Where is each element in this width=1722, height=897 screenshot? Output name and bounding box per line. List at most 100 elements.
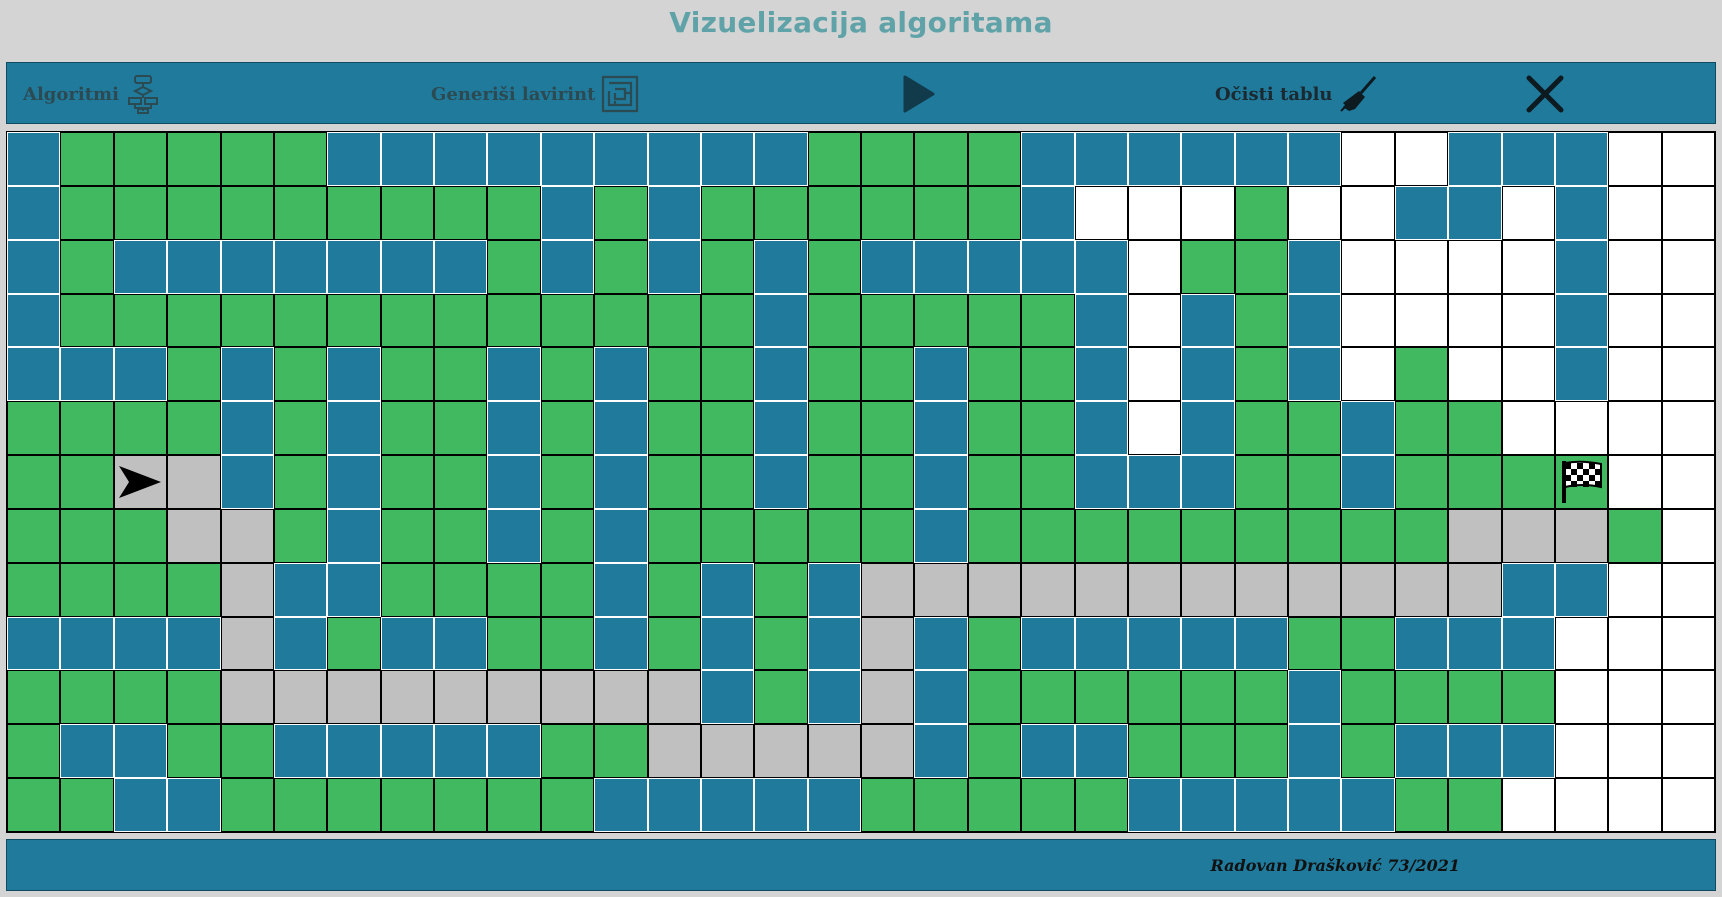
grid-cell-wall[interactable] — [487, 455, 541, 509]
grid-cell-visited[interactable] — [1021, 778, 1075, 832]
grid-cell-empty[interactable] — [1661, 132, 1715, 186]
grid-cell-wall[interactable] — [1288, 239, 1342, 294]
grid-cell-wall[interactable] — [1074, 239, 1128, 294]
grid-cell-wall[interactable] — [380, 132, 434, 186]
grid-cell-wall[interactable] — [113, 724, 168, 779]
grid-cell-visited[interactable] — [861, 778, 915, 832]
grid-cell-visited[interactable] — [273, 401, 328, 456]
generate-maze-button[interactable]: Generiši lavirint — [431, 63, 639, 125]
grid-cell-visited[interactable] — [594, 239, 648, 294]
grid-cell-empty[interactable] — [1608, 455, 1662, 509]
grid-cell-empty[interactable] — [1554, 616, 1609, 671]
grid-cell-path[interactable] — [220, 562, 274, 617]
grid-cell-visited[interactable] — [594, 293, 648, 348]
grid-cell-visited[interactable] — [700, 401, 755, 456]
grid-cell-visited[interactable] — [113, 132, 168, 186]
grid-cell-visited[interactable] — [647, 508, 701, 563]
grid-cell-wall[interactable] — [167, 239, 221, 294]
grid-cell-empty[interactable] — [1608, 239, 1662, 294]
grid-cell-path[interactable] — [1021, 562, 1075, 617]
grid-cell-visited[interactable] — [1341, 508, 1395, 563]
grid-cell-visited[interactable] — [113, 562, 168, 617]
grid-cell-visited[interactable] — [540, 616, 595, 671]
grid-cell-wall[interactable] — [594, 778, 648, 832]
grid-cell-wall[interactable] — [1074, 132, 1128, 186]
grid-cell-visited[interactable] — [60, 239, 114, 294]
grid-cell-wall[interactable] — [220, 455, 274, 509]
grid-cell-visited[interactable] — [167, 401, 221, 456]
grid-cell-wall[interactable] — [754, 401, 808, 456]
grid-cell-empty[interactable] — [1661, 293, 1715, 348]
grid-cell-empty[interactable] — [1394, 132, 1449, 186]
grid-cell-empty[interactable] — [1394, 239, 1449, 294]
grid-cell-visited[interactable] — [273, 778, 328, 832]
grid-cell-path[interactable] — [1288, 562, 1342, 617]
grid-cell-wall[interactable] — [1021, 724, 1075, 779]
grid-cell-empty[interactable] — [1661, 455, 1715, 509]
grid-cell-wall[interactable] — [914, 347, 968, 402]
grid-cell-wall[interactable] — [807, 616, 861, 671]
grid-cell-visited[interactable] — [700, 508, 755, 563]
grid-cell-empty[interactable] — [1448, 347, 1502, 402]
grid-cell-wall[interactable] — [7, 132, 61, 186]
grid-cell-path[interactable] — [700, 724, 755, 779]
grid-cell-path[interactable] — [327, 670, 381, 725]
grid-cell-empty[interactable] — [1608, 670, 1662, 725]
grid-cell-wall[interactable] — [1021, 616, 1075, 671]
grid-cell-wall[interactable] — [220, 239, 274, 294]
grid-cell-visited[interactable] — [914, 132, 968, 186]
grid-cell-visited[interactable] — [60, 562, 114, 617]
grid-cell-wall[interactable] — [1021, 185, 1075, 240]
grid-cell-visited[interactable] — [60, 185, 114, 240]
grid-cell-visited[interactable] — [273, 132, 328, 186]
grid-cell-path[interactable] — [540, 670, 595, 725]
grid-cell-visited[interactable] — [1394, 347, 1449, 402]
grid-cell-path[interactable] — [167, 508, 221, 563]
grid-cell-visited[interactable] — [861, 508, 915, 563]
grid-cell-visited[interactable] — [967, 347, 1022, 402]
grid-cell-wall[interactable] — [327, 562, 381, 617]
grid-cell-wall[interactable] — [1448, 132, 1502, 186]
grid-cell-visited[interactable] — [1021, 670, 1075, 725]
grid-cell-visited[interactable] — [167, 562, 221, 617]
grid-cell-empty[interactable] — [1501, 347, 1555, 402]
grid-cell-empty[interactable] — [1661, 347, 1715, 402]
grid-cell-visited[interactable] — [167, 724, 221, 779]
grid-cell-wall[interactable] — [914, 455, 968, 509]
grid-cell-path[interactable] — [1341, 562, 1395, 617]
grid-cell-empty[interactable] — [1661, 616, 1715, 671]
grid-cell-wall[interactable] — [1127, 132, 1182, 186]
grid-cell-wall[interactable] — [380, 239, 434, 294]
grid-cell-visited[interactable] — [700, 185, 755, 240]
grid-cell-path[interactable] — [220, 508, 274, 563]
grid-cell-visited[interactable] — [1394, 670, 1449, 725]
grid-cell-visited[interactable] — [1234, 455, 1288, 509]
grid-cell-visited[interactable] — [220, 778, 274, 832]
grid-cell-visited[interactable] — [1288, 508, 1342, 563]
grid-cell-path[interactable] — [754, 724, 808, 779]
grid-cell-visited[interactable] — [220, 132, 274, 186]
grid-cell-wall[interactable] — [380, 724, 434, 779]
grid-cell-empty[interactable] — [1608, 293, 1662, 348]
grid-cell-visited[interactable] — [1608, 508, 1662, 563]
grid-cell-visited[interactable] — [1234, 347, 1288, 402]
grid-cell-visited[interactable] — [807, 132, 861, 186]
grid-cell-wall[interactable] — [327, 347, 381, 402]
grid-cell-empty[interactable] — [1074, 185, 1128, 240]
grid-cell-wall[interactable] — [1288, 670, 1342, 725]
grid-cell-empty[interactable] — [1448, 239, 1502, 294]
grid-cell-wall[interactable] — [1288, 724, 1342, 779]
grid-cell-visited[interactable] — [861, 132, 915, 186]
grid-cell-wall[interactable] — [754, 239, 808, 294]
grid-cell-wall[interactable] — [380, 616, 434, 671]
grid-cell-wall[interactable] — [487, 401, 541, 456]
grid-cell-visited[interactable] — [327, 616, 381, 671]
grid-cell-visited[interactable] — [1234, 508, 1288, 563]
grid-cell-visited[interactable] — [1234, 670, 1288, 725]
grid-cell-visited[interactable] — [273, 185, 328, 240]
grid-cell-empty[interactable] — [1554, 401, 1609, 456]
grid-cell-empty[interactable] — [1501, 293, 1555, 348]
grid-cell-visited[interactable] — [647, 455, 701, 509]
grid-cell-wall[interactable] — [700, 616, 755, 671]
grid-cell-visited[interactable] — [1181, 724, 1235, 779]
